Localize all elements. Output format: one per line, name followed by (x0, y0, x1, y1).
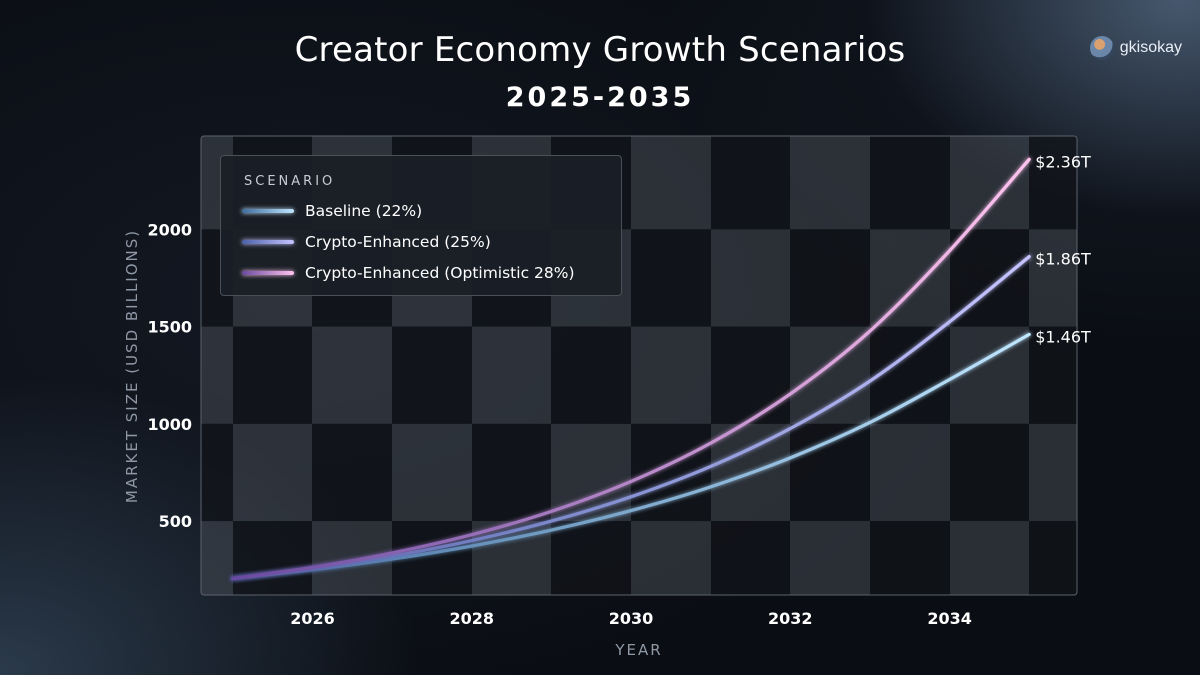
plot-cell (711, 229, 790, 327)
legend-item-crypto-enhanced[interactable]: Crypto-Enhanced (25%) (242, 233, 491, 251)
plot-cell (472, 423, 551, 522)
y-tick-label: 1000 (147, 415, 192, 434)
brand-badge: gkisokay (1089, 36, 1182, 60)
plot-cell (711, 521, 790, 595)
plot-cell (950, 423, 1029, 522)
legend-swatch-optimistic (242, 271, 294, 275)
x-tick-label: 2028 (449, 609, 494, 628)
y-axis-title: MARKET SIZE (USD BILLIONS) (123, 229, 141, 503)
plot-cell (201, 326, 233, 424)
plot-cell (551, 423, 631, 522)
plot-cell (472, 326, 551, 424)
end-label-baseline: $1.46T (1035, 327, 1091, 346)
plot-cell (551, 326, 631, 424)
x-tick-label: 2030 (609, 609, 654, 628)
plot-cell (233, 326, 312, 424)
plot-cell (312, 423, 392, 522)
legend-swatch-baseline (242, 209, 294, 213)
end-labels: $1.46T $1.86T $2.36T (1035, 152, 1091, 346)
plot-cell (870, 521, 950, 595)
plot-cell (392, 326, 472, 424)
y-tick-label: 2000 (147, 220, 192, 239)
x-axis-title: YEAR (614, 641, 662, 659)
plot-cell (1029, 326, 1077, 424)
series-line-baseline (231, 332, 1031, 581)
end-label-optimistic: $2.36T (1035, 152, 1091, 171)
legend-item-baseline[interactable]: Baseline (22%) (242, 202, 422, 220)
series-line-optimistic (231, 157, 1031, 581)
plot-cell (201, 423, 233, 522)
plot-cell (1029, 521, 1077, 595)
x-tick-label: 2034 (927, 609, 972, 628)
chart-subtitle: 2025-2035 (505, 82, 695, 113)
plot-cell (551, 521, 631, 595)
plot-cell (312, 326, 392, 424)
plot-cell (233, 521, 312, 595)
x-axis: 2026 2028 2030 2032 2034 (290, 609, 972, 628)
plot-cell (711, 136, 790, 230)
plot-cell (790, 136, 870, 230)
plot-cell (790, 229, 870, 327)
plot-cell (870, 136, 950, 230)
x-tick-label: 2026 (290, 609, 335, 628)
plot-cell (1029, 423, 1077, 522)
series-layer (231, 157, 1031, 581)
plot-cell (392, 423, 472, 522)
plot-cell (631, 229, 711, 327)
plot-cell (870, 326, 950, 424)
y-axis: 500 1000 1500 2000 (147, 220, 192, 531)
legend-swatch-crypto-enhanced (242, 240, 294, 244)
plot-cell (950, 521, 1029, 595)
y-tick-label: 500 (159, 512, 192, 531)
plot-cell (201, 521, 233, 595)
plot-cell (631, 326, 711, 424)
legend-title: SCENARIO (244, 174, 336, 189)
brand-avatar-icon (1089, 36, 1114, 60)
legend-label-crypto-enhanced: Crypto-Enhanced (25%) (305, 233, 491, 251)
plot-cell (790, 521, 870, 595)
brand-name: gkisokay (1119, 39, 1182, 56)
plot-cell (1029, 136, 1077, 230)
plot-cell (631, 521, 711, 595)
plot-cell (1029, 229, 1077, 327)
x-tick-label: 2032 (768, 609, 813, 628)
plot-cell (711, 326, 790, 424)
chart-title: Creator Economy Growth Scenarios (294, 30, 906, 70)
legend-label-optimistic: Crypto-Enhanced (Optimistic 28%) (305, 264, 575, 282)
plot-cell (233, 423, 312, 522)
legend-item-optimistic[interactable]: Crypto-Enhanced (Optimistic 28%) (242, 264, 575, 282)
series-line-crypto-enhanced (231, 254, 1031, 581)
plot-cell (790, 423, 870, 522)
plot-frame (200, 135, 1078, 596)
y-tick-label: 1500 (147, 318, 192, 337)
legend-label-baseline: Baseline (22%) (305, 202, 423, 220)
plot-cell (950, 136, 1029, 230)
plot-cell (631, 136, 711, 230)
legend: SCENARIO Baseline (22%) Crypto-Enhanced … (220, 155, 622, 296)
end-label-crypto-enhanced: $1.86T (1035, 250, 1091, 269)
plot-cell (870, 229, 950, 327)
plot-cell (870, 423, 950, 522)
